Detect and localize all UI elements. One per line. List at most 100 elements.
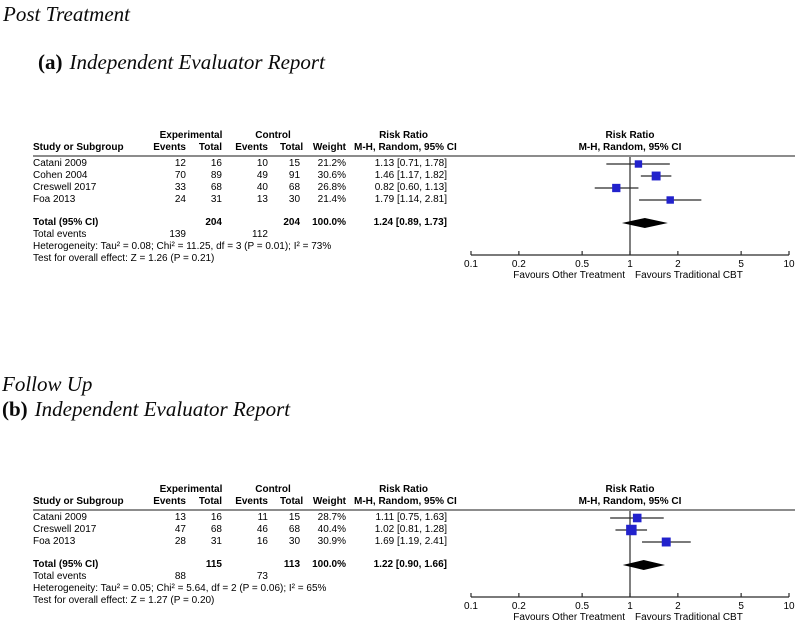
cell-estimate: 1.13 [0.71, 1.78] [374,158,448,169]
panel-b-label: (b) [2,397,28,421]
overall-diamond [621,218,668,228]
effect-square [612,183,621,193]
section-title-follow-up: Follow Up [2,372,93,396]
plot-effect-measure: Risk Ratio [605,484,655,495]
forest-plot-canvas: 0.1 0.2 0.5 1 2 5 10 Favours Other Treatment Fav… [464,510,795,623]
header-rule [33,155,795,157]
cell-exp-total: 89 [210,170,222,181]
ctl-events-header: Events [235,142,268,153]
cell-weight: 40.4% [317,524,347,535]
overall-effect-text: Test for overall effect: Z = 1.26 (P = 0… [33,253,215,264]
cell-ctl-events: 112 [252,229,268,240]
table-header: Experimental Control Risk Ratio Study or… [33,130,457,154]
tick-label: 2 [675,259,681,270]
table-body: Catani 2009 13 16 11 15 28.7% 1.11 [0.75, 1.63… [33,508,453,607]
cell-weight: 28.7% [317,512,347,523]
weight-header: Weight [312,142,347,153]
cell-exp-events: 47 [174,524,186,535]
tick-label: 0.1 [464,601,478,612]
cell-exp-total: 16 [210,158,222,169]
total-events-row: Total events 88 73 [33,571,453,583]
ctl-total-header: Total [280,142,304,153]
cell-blank [198,229,234,241]
tick-label: 1 [627,259,633,270]
favours-left-label: Favours Other Treatment [513,270,625,281]
plot-method: M-H, Random, 95% CI [578,496,682,507]
study-row: Catani 2009 13 16 11 15 28.7% 1.11 [0.75, 1.63… [33,512,453,524]
heterogeneity-text: Heterogeneity: Tau² = 0.08; Chi² = 11.25… [33,241,332,252]
cell-ctl-total: 68 [288,182,301,193]
cell-ctl-events: 73 [256,571,268,582]
cell-blank [148,217,198,229]
ctl-total-header: Total [280,496,304,507]
cell-study-name: Foa 2013 [33,194,76,205]
cell-exp-events: 24 [174,194,186,205]
tick-label: 0.2 [512,259,526,270]
cell-exp-events: 33 [174,182,186,193]
study-row: Catani 2009 12 16 10 15 21.2% 1.13 [0.71, 1.78… [33,158,453,170]
ctl-events-header: Events [235,496,268,507]
panel-a-subtitle: (a) Independent Evaluator Report [38,50,325,74]
tick-label: 2 [675,601,681,612]
cell-weight: 21.2% [317,158,347,169]
cell-exp-total: 115 [205,559,222,570]
control-group-header: Control [255,484,291,495]
study-row: Cohen 2004 70 89 49 91 30.6% 1.46 [1.17, 1.82] [33,170,453,182]
blank-header [33,130,148,142]
effect-square [661,537,671,547]
control-group-header: Control [255,130,291,141]
spacer-cell [33,206,453,217]
tick-label: 10 [783,601,795,612]
cell-study-name: Catani 2009 [33,158,87,169]
cell-exp-events: 139 [169,229,186,240]
cell-blank [234,217,280,229]
risk-ratio-column-header: Risk Ratio [379,130,428,141]
tick-label: 0.5 [575,601,589,612]
study-column-header: Study or Subgroup [33,496,124,507]
cell-blank [312,571,354,583]
cell-weight: 21.4% [317,194,347,205]
cell-exp-total: 16 [210,512,222,523]
cell-estimate: 1.69 [1.19, 2.41] [374,536,448,547]
cell-study-name: Creswell 2017 [33,182,97,193]
panel-a-title: Independent Evaluator Report [69,50,325,74]
cell-total-label: Total (95% CI) [33,217,99,228]
effect-square [626,524,637,536]
cell-total-events-label: Total events [33,571,87,582]
cell-exp-events: 70 [174,170,186,181]
cell-exp-events: 88 [174,571,186,582]
cell-ctl-total: 15 [288,158,301,169]
exp-total-header: Total [198,142,222,153]
plot-header: Risk Ratio M-H, Random, 95% CI [455,130,799,154]
spacer-row [33,548,453,559]
favours-right-label: Favours Traditional CBT [635,270,743,281]
exp-events-header: Events [153,496,186,507]
cell-exp-total: 31 [210,536,222,547]
cell-blank [354,571,453,583]
cell-ctl-total: 68 [288,524,301,535]
overall-effect-row: Test for overall effect: Z = 1.26 (P = 0… [33,253,453,265]
cell-total-events-label: Total events [33,229,87,240]
heterogeneity-row: Heterogeneity: Tau² = 0.08; Chi² = 11.25… [33,241,453,253]
cell-weight: 30.6% [317,170,347,181]
meta-analysis-table: Experimental Control Risk Ratio Study or… [33,484,457,607]
cell-blank [148,559,198,571]
forest-plot-post-treatment: Experimental Control Risk Ratio Study or… [33,130,795,302]
cell-weight: 26.8% [317,182,347,193]
cell-estimate: 1.02 [0.81, 1.28] [374,524,448,535]
cell-study-name: Cohen 2004 [33,170,88,181]
cell-study-name: Creswell 2017 [33,524,97,535]
weight-header: Weight [312,496,347,507]
effect-square [651,171,661,181]
meta-analysis-table: Experimental Control Risk Ratio Study or… [33,130,457,265]
cell-ctl-events: 10 [256,158,268,169]
blank-header [312,130,354,142]
forest-plot-follow-up: Experimental Control Risk Ratio Study or… [33,484,795,631]
spacer-row [33,206,453,217]
study-row: Foa 2013 24 31 13 30 21.4% 1.79 [1.14, 2.81] [33,194,453,206]
cell-weight: 100.0% [312,559,347,570]
cell-ctl-total: 30 [288,536,301,547]
cell-ctl-events: 40 [256,182,268,193]
overall-diamond [622,560,665,570]
